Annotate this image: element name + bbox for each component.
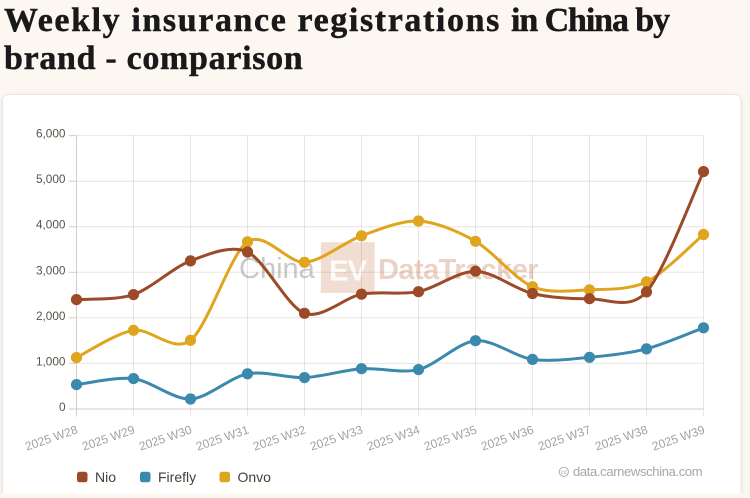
svg-text:2,000: 2,000 (36, 309, 66, 323)
svg-text:EV: EV (329, 255, 368, 287)
svg-text:cc: cc (561, 470, 567, 476)
svg-text:Firefly: Firefly (158, 469, 196, 485)
svg-text:DataTracker: DataTracker (378, 254, 538, 286)
svg-text:Nio: Nio (95, 469, 116, 485)
svg-text:1,000: 1,000 (36, 354, 66, 368)
svg-text:Onvo: Onvo (238, 469, 272, 485)
svg-text:5,000: 5,000 (36, 172, 66, 186)
svg-text:4,000: 4,000 (36, 218, 66, 232)
svg-text:0: 0 (59, 400, 66, 414)
svg-text:3,000: 3,000 (36, 263, 66, 277)
svg-text:6,000: 6,000 (36, 127, 66, 141)
svg-text:data.carnewschina.com: data.carnewschina.com (573, 464, 702, 479)
